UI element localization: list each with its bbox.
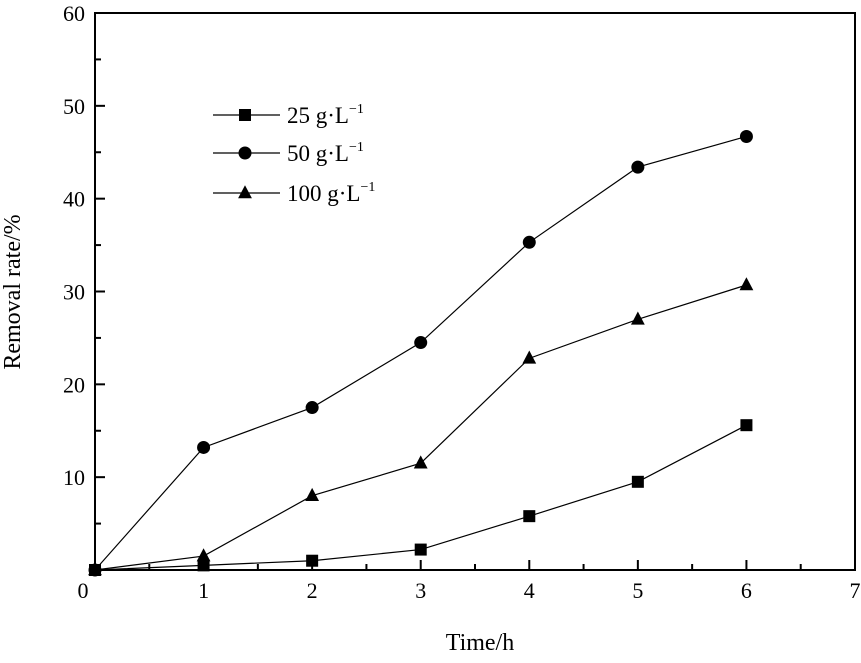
legend-superscript: −1 (360, 180, 375, 195)
data-point-triangle (413, 455, 428, 469)
x-tick-label: 2 (307, 578, 318, 603)
data-point-square (740, 419, 753, 432)
x-tick-label: 3 (415, 578, 426, 603)
y-tick-label: 40 (63, 187, 85, 212)
legend-marker-circle (238, 146, 252, 160)
data-point-triangle (522, 350, 537, 364)
legend-superscript: −1 (349, 140, 364, 155)
y-tick-label: 50 (63, 94, 85, 119)
data-point-square (306, 554, 319, 567)
legend-marker-triangle (238, 185, 252, 199)
data-point-circle (522, 235, 536, 249)
data-point-triangle (88, 562, 102, 576)
series-line (94, 135, 747, 571)
data-point-circle (631, 160, 645, 174)
y-tick-label: 10 (63, 465, 85, 490)
legend-superscript: −1 (349, 102, 364, 117)
axis-ticks: 0 1 2 3 4 5 6 7 10 20 30 40 50 60 (63, 1, 861, 603)
data-point-square (631, 475, 644, 488)
series-3 (88, 277, 754, 576)
data-point-circle (739, 129, 753, 143)
legend-item-2: 50 g·L−1 (213, 140, 364, 166)
series-layer (88, 129, 754, 577)
x-tick-label: 1 (198, 578, 209, 603)
y-tick-label: 60 (63, 1, 85, 26)
series-1 (89, 419, 753, 576)
y-axis-title: Removal rate/% (0, 214, 26, 369)
data-point-circle (197, 440, 211, 454)
y-tick-label: 20 (63, 372, 85, 397)
series-2 (88, 129, 753, 577)
data-point-square (414, 543, 427, 556)
data-point-triangle (305, 487, 320, 502)
data-point-circle (414, 336, 428, 350)
data-point-square (197, 559, 210, 572)
data-point-triangle (739, 277, 754, 291)
legend-label: 25 g·L−1 (287, 102, 364, 128)
x-axis-title: Time/h (446, 630, 514, 656)
legend: 25 g·L−1 50 g·L−1 100 g·L−1 (213, 102, 375, 206)
x-tick-label: 6 (741, 578, 752, 603)
x-tick-label: 7 (850, 578, 861, 603)
x-tick-label: 5 (632, 578, 643, 603)
data-point-triangle (196, 548, 211, 562)
series-line (94, 284, 747, 571)
x-tick-label: 4 (524, 578, 535, 603)
legend-label: 50 g·L−1 (287, 140, 364, 166)
x-tick-label: 0 (78, 578, 89, 603)
data-point-square (523, 510, 536, 523)
legend-item-1: 25 g·L−1 (213, 102, 364, 128)
data-point-triangle (630, 311, 645, 325)
y-tick-label: 30 (63, 280, 85, 305)
legend-label: 100 g·L−1 (287, 180, 375, 206)
legend-marker-square (239, 109, 251, 121)
plot-frame (94, 12, 856, 571)
legend-item-3: 100 g·L−1 (213, 180, 375, 206)
data-point-circle (305, 401, 319, 415)
